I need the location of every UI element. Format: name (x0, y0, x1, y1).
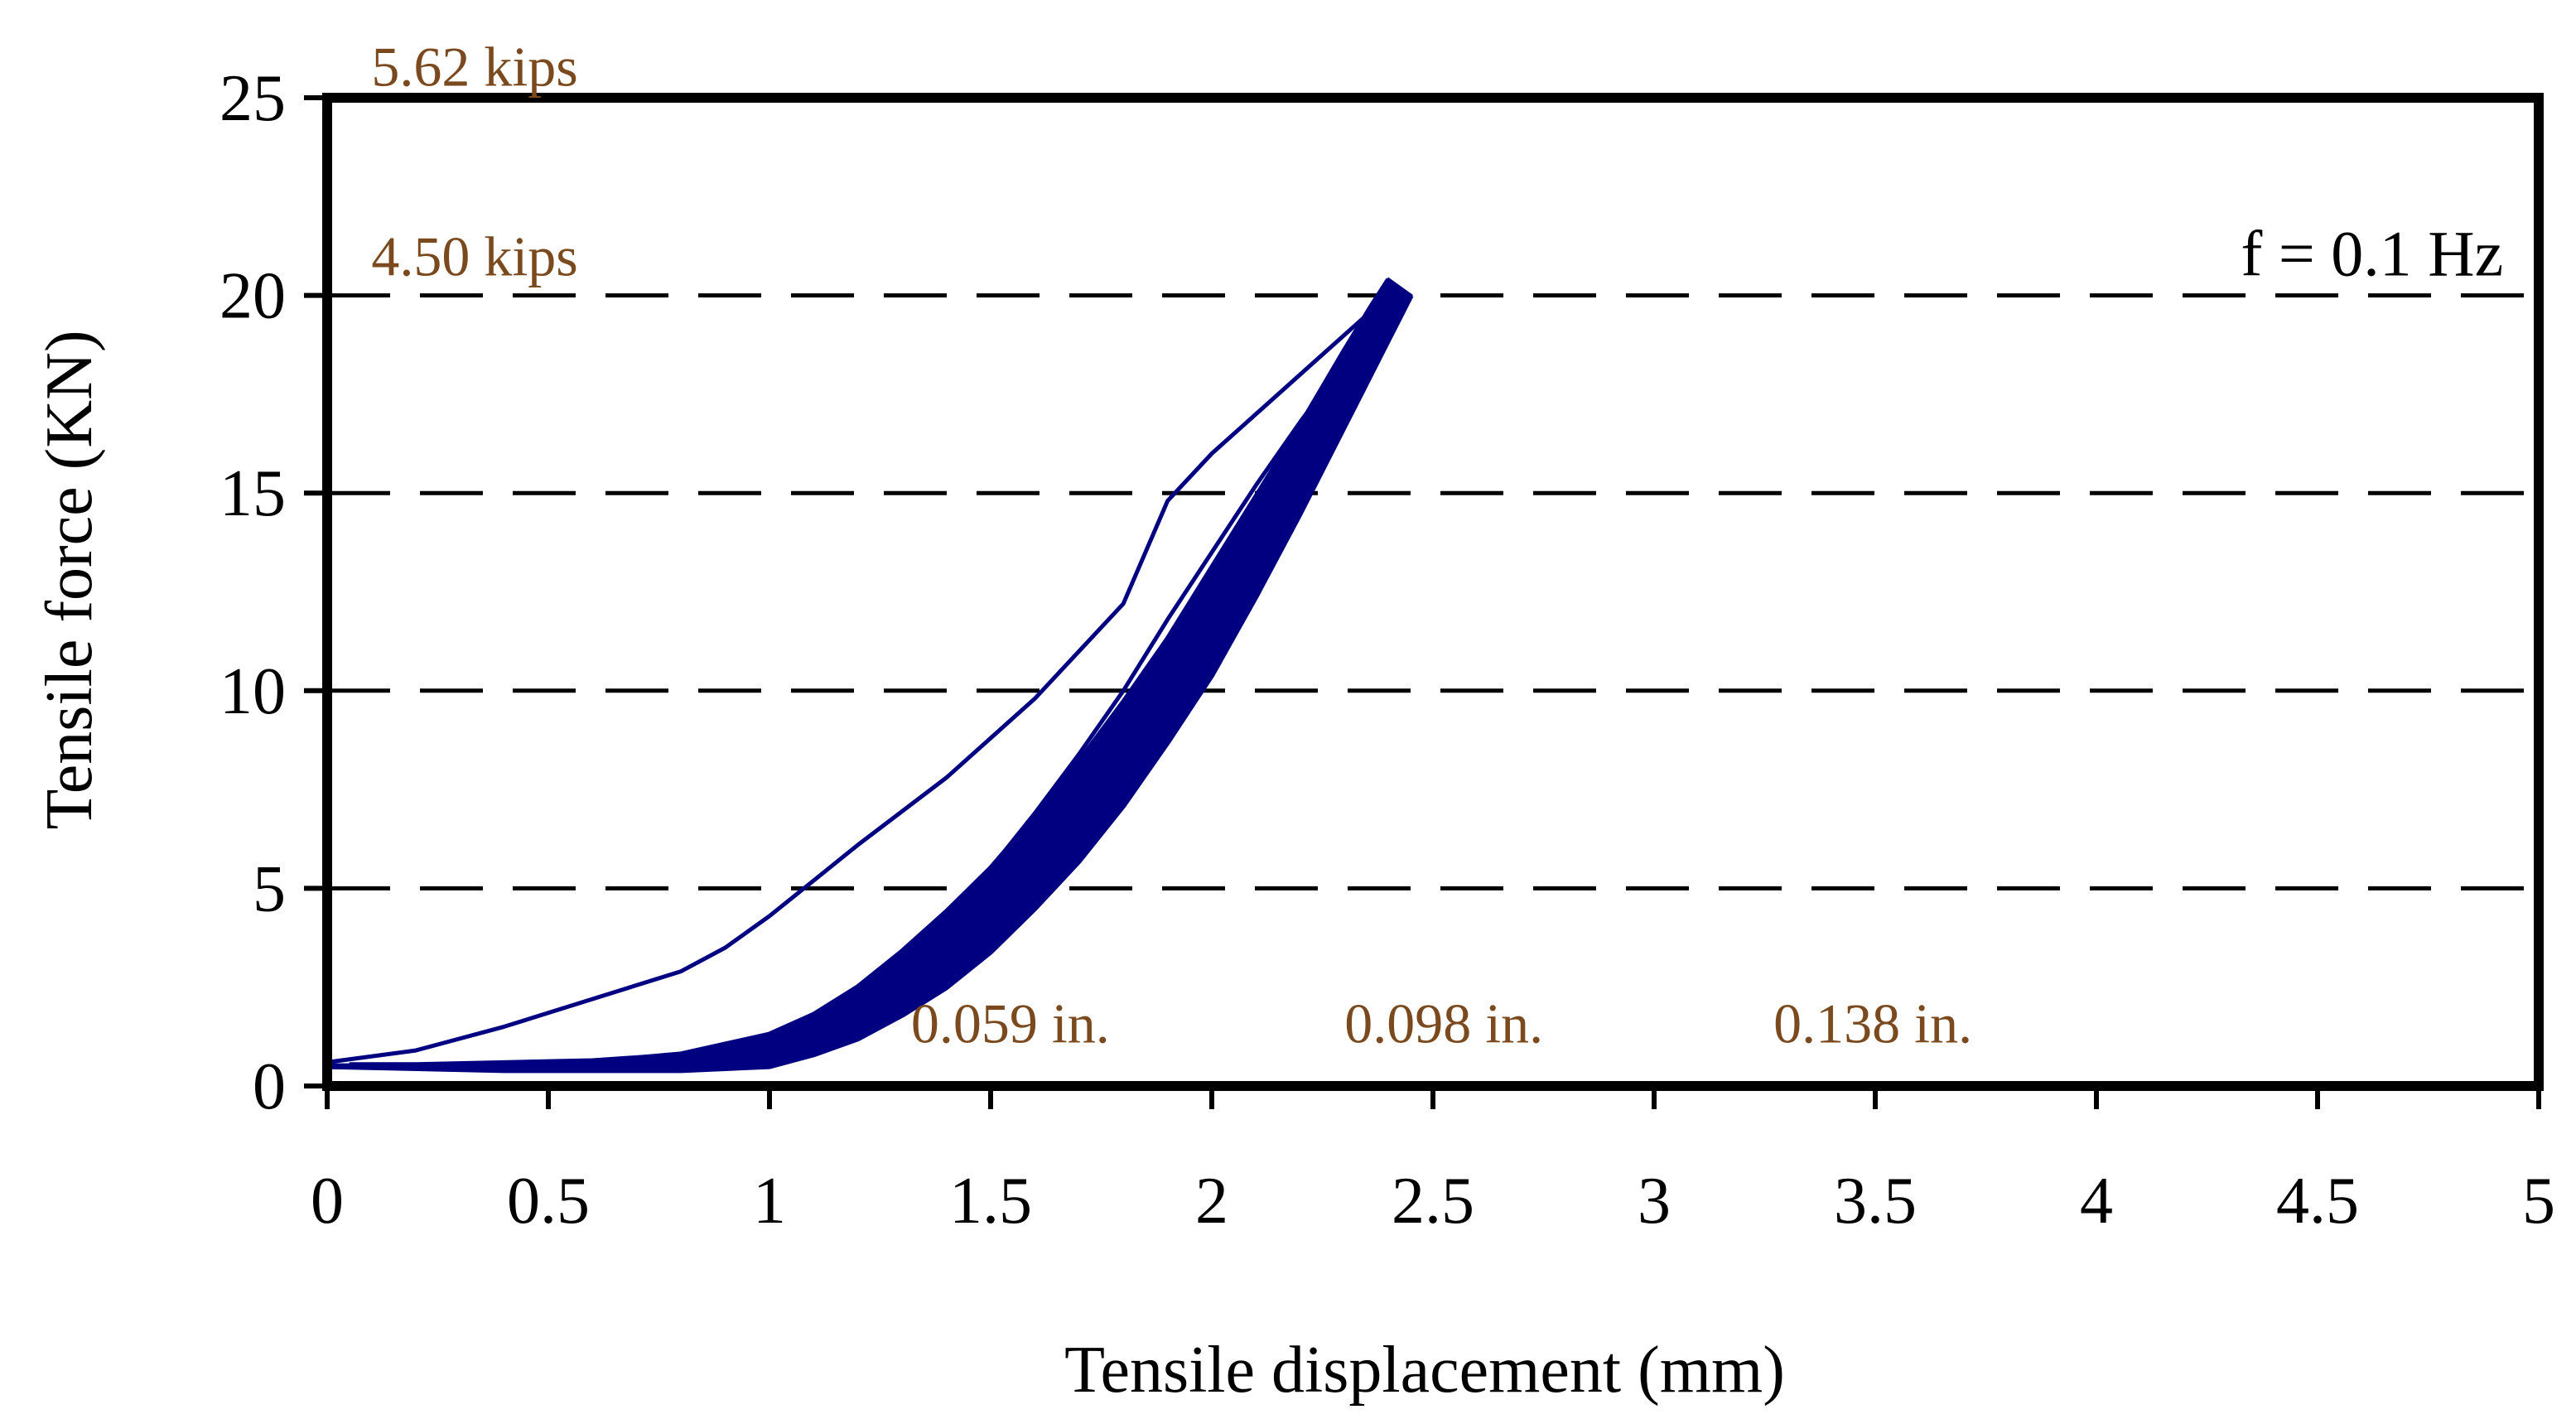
series-first-loading-cycle (326, 282, 1391, 1064)
x-tick-label-4: 4 (2080, 1165, 2113, 1238)
y-tick-label-5: 5 (253, 852, 286, 925)
x-tick-labels: 0 0.5 1 1.5 2 2.5 3 3.5 4 4.5 5 (311, 1165, 2555, 1238)
y-tick-label-20: 20 (219, 260, 286, 333)
x-tick-label-5: 5 (2522, 1165, 2555, 1238)
y-tick-label-15: 15 (219, 457, 286, 530)
series-repeated-cycles-upper-envelope (327, 278, 1392, 1069)
x-tick-label-2.5: 2.5 (1392, 1165, 1474, 1238)
annotation-2: f = 0.1 Hz (2241, 218, 2503, 290)
y-tick-label-10: 10 (219, 655, 286, 728)
x-tick-label-3: 3 (1638, 1165, 1671, 1238)
data-series (326, 277, 1414, 1074)
x-tick-label-1: 1 (753, 1165, 786, 1238)
series-first-unloading-cycle (349, 282, 1391, 1067)
plot-frame (322, 93, 2544, 1091)
y-axis-title: Tensile force (KN) (33, 330, 106, 829)
x-tick-label-3.5: 3.5 (1834, 1165, 1917, 1238)
x-tick-label-0: 0 (311, 1165, 344, 1238)
annotation-0: 5.62 kips (371, 36, 577, 99)
gridlines (327, 293, 2539, 890)
x-axis-title: Tensile displacement (mm) (1064, 1334, 1785, 1407)
annotation-5: 0.138 in. (1773, 992, 1972, 1055)
annotation-3: 0.059 in. (911, 992, 1110, 1055)
x-tick-label-0.5: 0.5 (507, 1165, 590, 1238)
axes (304, 95, 2541, 1109)
cycle-band (326, 277, 1413, 1072)
x-tick-label-2: 2 (1195, 1165, 1228, 1238)
x-tick-label-4.5: 4.5 (2276, 1165, 2359, 1238)
y-tick-labels: 0 5 10 15 20 25 (219, 62, 286, 1123)
annotations: 5.62 kips 4.50 kips f = 0.1 Hz 0.059 in. 0.0… (371, 36, 2503, 1055)
y-tick-label-25: 25 (219, 62, 286, 135)
y-tick-label-0: 0 (253, 1050, 286, 1123)
x-tick-label-1.5: 1.5 (949, 1165, 1032, 1238)
annotation-1: 4.50 kips (371, 225, 577, 288)
series-repeated-cycles-lower-envelope (326, 294, 1414, 1074)
annotation-4: 0.098 in. (1344, 992, 1543, 1055)
